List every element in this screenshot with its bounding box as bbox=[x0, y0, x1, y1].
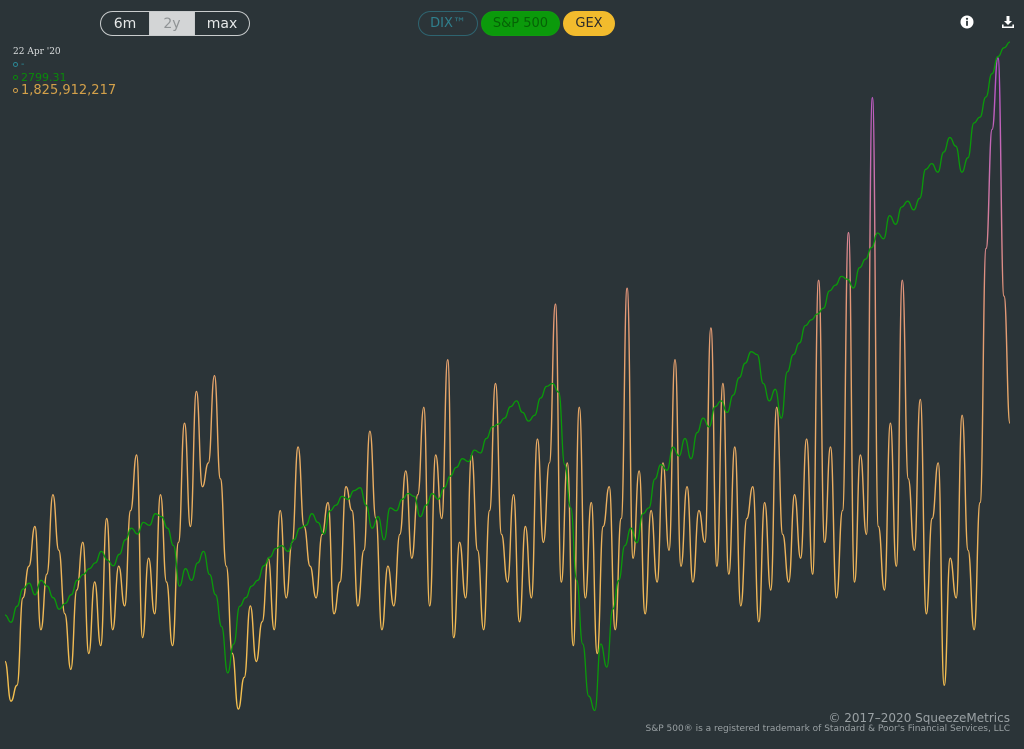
range-selector: 6m 2y max bbox=[100, 11, 250, 36]
readout-spx-value: 2799.31 bbox=[21, 71, 67, 84]
spx-toggle-button[interactable]: S&P 500 bbox=[481, 11, 560, 36]
readout-date: 22 Apr '20 bbox=[13, 47, 61, 57]
copyright-text: © 2017–2020 SqueezeMetrics bbox=[828, 711, 1010, 725]
gex-toggle-button[interactable]: GEX bbox=[563, 11, 615, 36]
gex-marker-icon bbox=[13, 88, 18, 93]
range-max-button[interactable]: max bbox=[195, 11, 250, 36]
range-6m-button[interactable]: 6m bbox=[100, 11, 150, 36]
readout-dix-value: - bbox=[21, 59, 25, 70]
download-icon[interactable] bbox=[1000, 14, 1016, 30]
readout-gex-value: 1,825,912,217 bbox=[21, 83, 117, 98]
readout-spx-row: 2799.31 bbox=[13, 71, 116, 84]
range-2y-button[interactable]: 2y bbox=[150, 11, 195, 36]
dix-marker-icon bbox=[13, 62, 18, 67]
gex-series-line bbox=[4, 57, 1011, 710]
readout-gex-row: 1,825,912,217 bbox=[13, 84, 116, 97]
spx-series-line bbox=[4, 41, 1011, 712]
spx-marker-icon bbox=[13, 75, 18, 80]
readout-dix-row: - bbox=[13, 58, 116, 71]
value-readout: 22 Apr '20 - 2799.31 1,825,912,217 bbox=[13, 46, 116, 97]
dix-toggle-button[interactable]: DIX™ bbox=[418, 11, 478, 36]
series-toggle-group: DIX™ S&P 500 GEX bbox=[418, 11, 615, 36]
info-icon[interactable] bbox=[959, 14, 975, 30]
trademark-text: S&P 500® is a registered trademark of St… bbox=[645, 724, 1010, 734]
